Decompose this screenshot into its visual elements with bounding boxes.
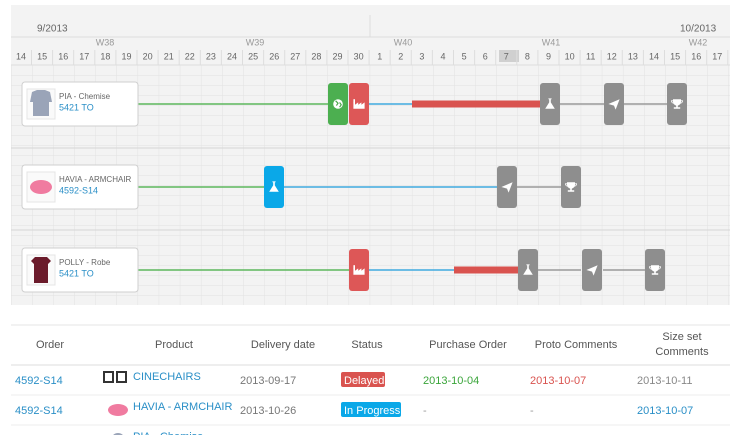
column-header-line: Comments xyxy=(655,346,709,358)
item-order: 4592-S14 xyxy=(59,185,98,195)
week-label: W42 xyxy=(689,37,708,47)
day-label: 5 xyxy=(462,51,467,61)
table-cell: 4592-S14 xyxy=(15,405,63,417)
day-label: 16 xyxy=(58,51,68,61)
status-badge xyxy=(341,402,401,417)
day-label: 6 xyxy=(483,51,488,61)
delay-bar xyxy=(412,100,540,108)
day-label: 16 xyxy=(691,51,701,61)
thumb-shirt xyxy=(30,90,52,116)
day-label: 14 xyxy=(649,51,659,61)
column-header-line: Size set xyxy=(662,331,701,343)
day-label: 13 xyxy=(628,51,638,61)
day-label: 3 xyxy=(419,51,424,61)
table-cell: 2013-10-04 xyxy=(423,375,479,387)
day-label: 22 xyxy=(185,51,195,61)
table-cell: 4592-S14 xyxy=(15,375,63,387)
table-cell: HAVIA - ARMCHAIR xyxy=(133,401,232,413)
today-marker xyxy=(499,50,519,62)
day-label: 4 xyxy=(440,51,445,61)
thumb-chair xyxy=(30,180,52,194)
month-label: 10/2013 xyxy=(680,24,717,35)
day-label: 27 xyxy=(290,51,300,61)
table-cell: 2013-09-17 xyxy=(240,375,296,387)
table-cell: - xyxy=(423,405,427,417)
table-cell: 2013-10-11 xyxy=(637,375,692,387)
day-label: 17 xyxy=(79,51,89,61)
delay-bar xyxy=(454,266,518,274)
thumb-chair xyxy=(108,404,128,416)
week-label: W40 xyxy=(394,37,413,47)
day-label: 2 xyxy=(398,51,403,61)
day-label: 25 xyxy=(248,51,258,61)
day-label: 9 xyxy=(546,51,551,61)
week-label: W39 xyxy=(246,37,265,47)
day-label: 17 xyxy=(712,51,722,61)
day-label: 11 xyxy=(586,51,595,61)
day-label: 10 xyxy=(565,51,575,61)
milestone xyxy=(349,83,369,125)
week-label: W38 xyxy=(96,37,115,47)
thumb-chairs xyxy=(103,371,127,383)
item-order: 5421 TO xyxy=(59,268,94,278)
day-label: 30 xyxy=(354,51,364,61)
day-label: 26 xyxy=(269,51,279,61)
day-label: 18 xyxy=(100,51,110,61)
item-name: PIA - Chemise xyxy=(59,92,111,101)
thumb-dress xyxy=(31,257,51,283)
table-cell: 2013-10-07 xyxy=(530,375,586,387)
milestone xyxy=(349,249,369,291)
column-header: Delivery date xyxy=(251,339,315,351)
day-label: 24 xyxy=(227,51,237,61)
day-label: 7 xyxy=(504,51,509,61)
table-cell: 2013-10-07 xyxy=(637,405,693,417)
day-label: 15 xyxy=(670,51,680,61)
item-order: 5421 TO xyxy=(59,102,94,112)
day-label: 20 xyxy=(143,51,153,61)
status-label: Delayed xyxy=(344,375,384,387)
milestone-icon xyxy=(332,98,344,110)
day-label: 29 xyxy=(332,51,342,61)
column-header: Order xyxy=(36,339,64,351)
status-label: In Progress xyxy=(344,405,401,417)
day-label: 19 xyxy=(121,51,131,61)
table-cell: - xyxy=(530,405,534,417)
month-label: 9/2013 xyxy=(37,24,68,35)
day-label: 8 xyxy=(525,51,530,61)
day-label: 23 xyxy=(206,51,216,61)
item-name: POLLY - Robe xyxy=(59,258,111,267)
day-label: 1 xyxy=(377,51,382,61)
day-label: 28 xyxy=(311,51,321,61)
day-label: 12 xyxy=(607,51,617,61)
status-badge xyxy=(341,372,385,387)
day-label: 14 xyxy=(16,51,26,61)
table-cell: PIA - Chemise xyxy=(133,431,203,435)
day-label: 15 xyxy=(37,51,47,61)
column-header: Purchase Order xyxy=(429,339,507,351)
column-header: Size set Comments xyxy=(655,331,709,358)
column-header: Proto Comments xyxy=(535,339,618,351)
item-name: HAVIA - ARMCHAIR xyxy=(59,175,132,184)
table-cell: 2013-10-26 xyxy=(240,405,296,417)
column-header: Status xyxy=(351,339,383,351)
week-label: W41 xyxy=(542,37,561,47)
day-label: 21 xyxy=(164,51,174,61)
column-header: Product xyxy=(155,339,193,351)
table-cell: CINECHAIRS xyxy=(133,371,201,383)
